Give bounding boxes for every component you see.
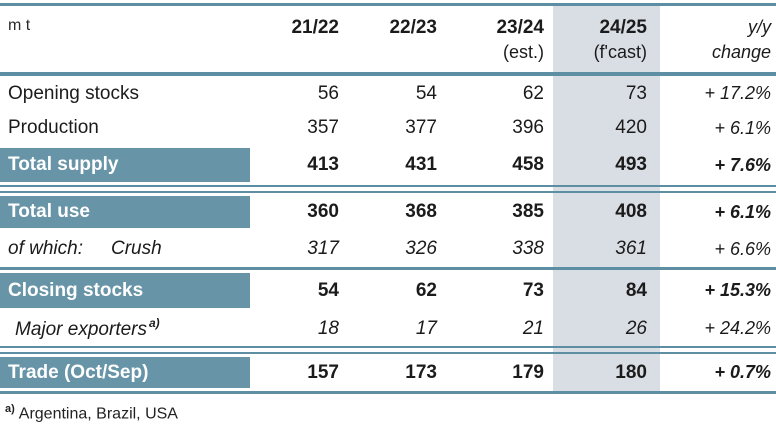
year-label: 24/25 — [599, 17, 647, 38]
footnote-reference: a) — [149, 316, 160, 331]
value-cell: 385 — [512, 201, 544, 222]
row-label: Production — [8, 117, 99, 138]
value-cell: 54 — [317, 279, 339, 301]
value-cell: 317 — [307, 238, 339, 259]
section-divider-thin — [0, 267, 776, 270]
yoy-cell: + 6.6% — [714, 238, 771, 259]
table-row-major-exporters: Major exporters a) 18 17 21 26 + 24.2% — [0, 311, 776, 346]
year-label: 22/23 — [389, 17, 437, 38]
value-cell: 338 — [512, 238, 544, 259]
row-label-band: Trade (Oct/Sep) — [0, 357, 250, 388]
column-header-2425-forecast: 24/25 (f'cast) — [552, 6, 660, 64]
year-sublabel: (f'cast) — [593, 42, 647, 62]
table-bottom-border — [0, 391, 776, 394]
footnote-text: Argentina, Brazil, USA — [18, 405, 178, 423]
value-cell-forecast: 73 — [625, 82, 647, 104]
value-cell: 179 — [512, 361, 544, 383]
year-sublabel: (est.) — [502, 42, 544, 62]
section-divider-double — [0, 185, 776, 193]
value-cell: 17 — [415, 317, 437, 339]
table: m t 21/22 22/23 23/24 (est.) 24/25 (f'ca… — [0, 3, 776, 394]
table-row-total-use: Total use 360 368 385 408 + 6.1% — [0, 193, 776, 231]
column-header-2122: 21/22 — [250, 6, 347, 41]
value-cell-forecast: 180 — [615, 361, 647, 383]
row-label-band: Total use — [0, 196, 250, 228]
value-cell-forecast: 420 — [615, 117, 647, 138]
column-header-2223: 22/23 — [347, 6, 445, 41]
row-label-band: Total supply — [0, 148, 250, 182]
yoy-cell: + 7.6% — [714, 154, 771, 175]
yoy-cell: + 6.1% — [714, 117, 771, 138]
value-cell: 73 — [522, 279, 544, 301]
table-row-crush: of which: Crush 317 326 338 361 + 6.6% — [0, 231, 776, 267]
yoy-cell: + 6.1% — [714, 201, 771, 222]
table-row-closing-stocks: Closing stocks 54 62 73 84 + 15.3% — [0, 270, 776, 311]
value-cell: 21 — [522, 317, 544, 339]
yoy-sublabel: change — [711, 42, 771, 62]
value-cell-forecast: 361 — [615, 238, 647, 259]
value-cell: 326 — [405, 238, 437, 259]
column-header-2324: 23/24 (est.) — [445, 6, 552, 64]
value-cell: 413 — [307, 154, 339, 175]
value-cell-forecast: 84 — [625, 279, 647, 301]
value-cell: 357 — [307, 117, 339, 138]
unit-label: m t — [8, 17, 31, 34]
yoy-cell: + 0.7% — [714, 362, 771, 382]
value-cell-forecast: 493 — [615, 154, 647, 175]
value-cell: 431 — [405, 154, 437, 175]
row-label: of which: Crush — [0, 238, 250, 260]
value-cell: 458 — [512, 154, 544, 175]
year-label: 21/22 — [291, 17, 339, 38]
value-cell: 62 — [522, 82, 544, 104]
row-label: Opening stocks — [8, 82, 139, 104]
value-cell: 360 — [307, 201, 339, 222]
yoy-cell: + 15.3% — [704, 280, 771, 300]
row-label: Major exporters a) — [0, 316, 250, 340]
value-cell: 157 — [307, 361, 339, 383]
row-label-band: Closing stocks — [0, 273, 250, 308]
yoy-cell: + 17.2% — [704, 83, 771, 103]
value-cell: 396 — [512, 117, 544, 138]
column-header-yoy-change: y/y change — [660, 6, 776, 64]
value-cell: 54 — [415, 82, 437, 104]
section-divider-double — [0, 346, 776, 354]
header-row: m t 21/22 22/23 23/24 (est.) 24/25 (f'ca… — [0, 6, 776, 72]
row-label-text: Major exporters — [15, 318, 147, 340]
yoy-label: y/y — [747, 17, 771, 37]
footnote-marker: a) — [5, 403, 15, 415]
row-label-text: Crush — [110, 238, 162, 259]
footnote: a) Argentina, Brazil, USA — [0, 403, 776, 423]
value-cell: 62 — [415, 279, 437, 301]
table-top-border — [0, 3, 776, 6]
table-row-opening-stocks: Opening stocks 56 54 62 73 + 17.2% — [0, 76, 776, 111]
table-row-trade: Trade (Oct/Sep) 157 173 179 180 + 0.7% — [0, 354, 776, 391]
value-cell: 18 — [317, 317, 339, 339]
table-row-total-supply: Total supply 413 431 458 493 + 7.6% — [0, 145, 776, 185]
value-cell-forecast: 408 — [615, 201, 647, 222]
table-row-production: Production 357 377 396 420 + 6.1% — [0, 111, 776, 145]
value-cell: 173 — [405, 361, 437, 383]
year-label: 23/24 — [496, 17, 544, 38]
value-cell-forecast: 26 — [625, 317, 647, 339]
yoy-cell: + 24.2% — [704, 318, 771, 338]
header-separator-line — [0, 72, 776, 76]
value-cell: 377 — [405, 117, 437, 138]
forecast-column-highlight — [553, 3, 660, 394]
row-label-prefix: of which: — [8, 238, 83, 259]
value-cell: 56 — [317, 82, 339, 104]
value-cell: 368 — [405, 201, 437, 222]
